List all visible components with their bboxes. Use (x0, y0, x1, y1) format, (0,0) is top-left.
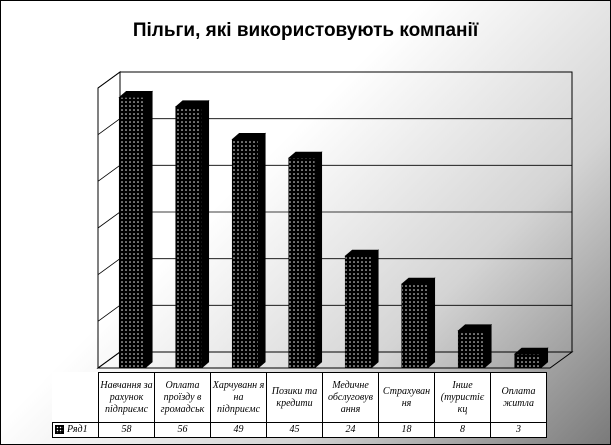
data-table: Навчання за рахунок підприємс Оплата прої… (52, 372, 547, 438)
gridline (97, 258, 572, 275)
bar-top (400, 277, 436, 285)
category-label: Інше (туристіє кц (434, 372, 491, 423)
gridline (97, 118, 572, 135)
bar-front (344, 255, 372, 369)
bar-top (344, 249, 380, 257)
bar-side (427, 277, 436, 369)
value-label: 3 (490, 422, 547, 438)
bar-front (231, 139, 259, 369)
bar-side (314, 151, 323, 369)
bar (400, 277, 436, 369)
bar-side (483, 324, 492, 369)
gridline (97, 71, 572, 89)
series-name: Ряд1 (67, 424, 88, 435)
bar-top (231, 133, 267, 140)
category-label: Медичне обслуговув ання (322, 372, 379, 423)
chart-title: Пільги, які використовують компанії (132, 20, 479, 41)
bar (231, 132, 267, 369)
category-label: Позики та кредити (266, 372, 323, 423)
bar-front (401, 283, 429, 369)
bar (287, 151, 323, 369)
category-label: Страхуван ня (378, 372, 435, 423)
value-label: 18 (378, 422, 435, 438)
gridline (97, 304, 572, 322)
bar-front (175, 106, 203, 369)
bar-front (514, 353, 542, 369)
bar-front (457, 330, 485, 369)
bar (174, 100, 210, 369)
gridline (97, 211, 572, 229)
gridline (97, 164, 572, 182)
bar (344, 249, 380, 369)
floor (96, 351, 574, 369)
bar-top (287, 151, 323, 159)
bar-side (370, 249, 379, 369)
value-label: 58 (98, 422, 155, 438)
bar-front (288, 157, 316, 369)
category-label: Оплата проїзду в громадськ (154, 372, 211, 423)
bar-top (457, 324, 493, 331)
value-label: 49 (210, 422, 267, 438)
bar-top (513, 347, 549, 355)
category-label: Оплата житла (490, 372, 547, 423)
value-label: 45 (266, 422, 323, 438)
bar-front (118, 97, 146, 369)
data-table-corner (52, 372, 99, 423)
legend-key-icon (55, 425, 64, 435)
value-label: 8 (434, 422, 491, 438)
bar-side (257, 132, 266, 369)
bar (118, 90, 154, 369)
bar-side (144, 90, 153, 369)
bar (513, 347, 549, 369)
bar-side (201, 100, 210, 369)
data-table-values-row: Ряд1 58 56 49 45 24 18 8 3 (52, 422, 547, 438)
value-label: 24 (322, 422, 379, 438)
bar (457, 324, 493, 369)
category-label: Харчуванн я на підприємс (210, 372, 267, 423)
data-table-categories-row: Навчання за рахунок підприємс Оплата прої… (52, 372, 547, 423)
bar-top (174, 100, 210, 107)
bar-top (118, 91, 154, 98)
category-label: Навчання за рахунок підприємс (98, 372, 155, 423)
legend-entry: Ряд1 (52, 422, 99, 438)
value-label: 56 (154, 422, 211, 438)
